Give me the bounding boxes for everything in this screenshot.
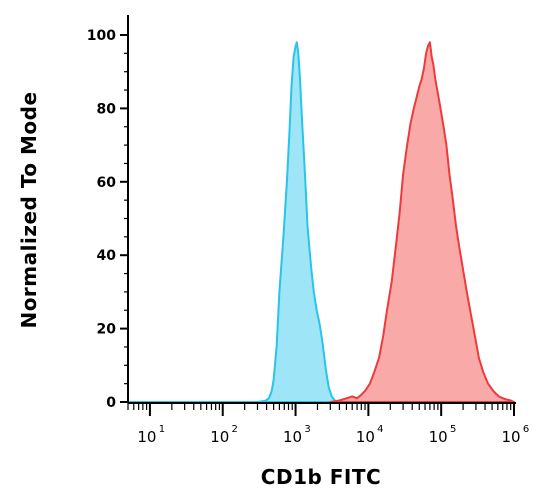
x-tick-label: 10 xyxy=(501,428,520,446)
y-tick-label: 20 xyxy=(97,322,117,338)
plot-series xyxy=(127,41,515,403)
histogram-series-2 xyxy=(329,41,515,403)
x-tick-label: 10 xyxy=(210,428,229,446)
x-tick-exponent: 2 xyxy=(232,424,238,435)
x-axis-ticks: 10 1 10 2 10 3 10 4 10 5 10 6 xyxy=(127,403,529,446)
y-tick-label: 0 xyxy=(106,395,116,411)
x-tick-label: 10 xyxy=(429,428,448,446)
x-tick-exponent: 5 xyxy=(450,424,456,435)
x-tick-label: 10 xyxy=(283,428,302,446)
y-tick-label: 40 xyxy=(97,248,117,264)
y-tick-label: 80 xyxy=(97,101,117,117)
y-tick-label: 100 xyxy=(87,28,116,44)
y-axis-ticks: 0 20 40 60 80 100 xyxy=(87,28,128,411)
x-tick-exponent: 6 xyxy=(523,424,529,435)
y-axis-title: Normalized To Mode xyxy=(17,91,41,328)
y-tick-label: 60 xyxy=(97,175,117,191)
x-tick-label: 10 xyxy=(137,428,156,446)
axes xyxy=(127,15,516,404)
x-tick-exponent: 4 xyxy=(377,424,383,435)
x-tick-exponent: 3 xyxy=(304,424,310,435)
x-tick-exponent: 1 xyxy=(159,424,165,435)
histogram-series-1 xyxy=(127,41,515,403)
x-axis-title: CD1b FITC xyxy=(261,465,381,489)
x-tick-label: 10 xyxy=(356,428,375,446)
